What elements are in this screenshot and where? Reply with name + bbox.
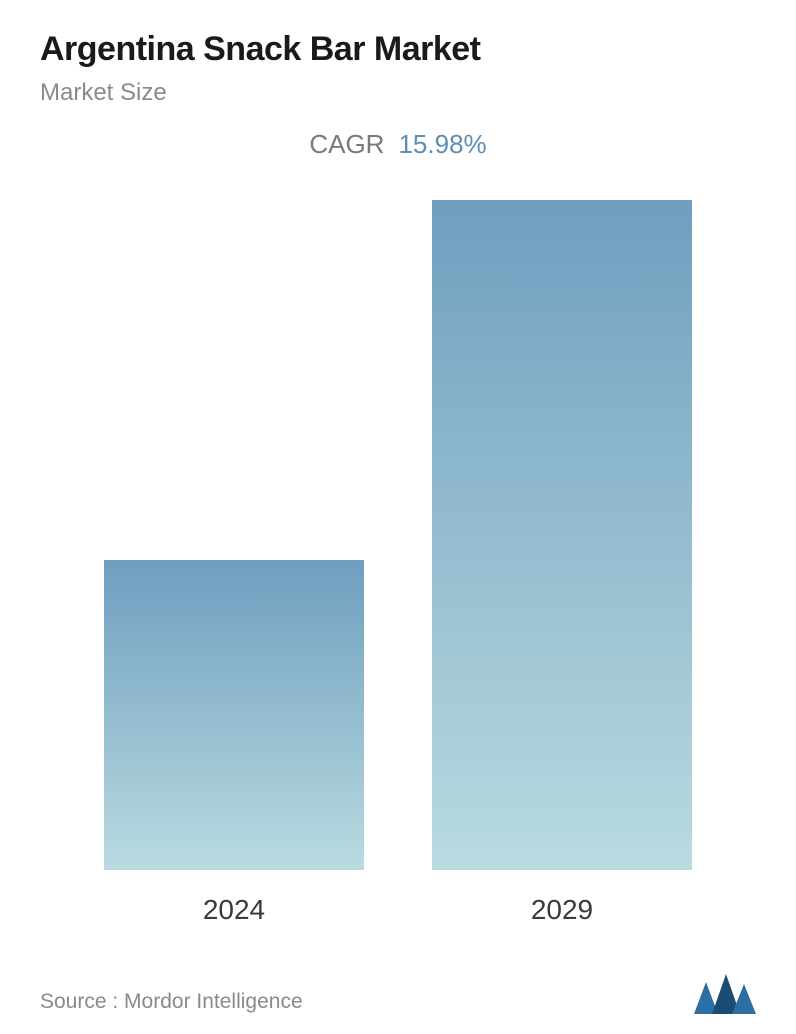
chart-subtitle: Market Size bbox=[40, 79, 756, 107]
bar-2024 bbox=[104, 560, 364, 870]
source-text: Source : Mordor Intelligence bbox=[40, 990, 303, 1014]
bar-chart bbox=[40, 180, 756, 870]
chart-title: Argentina Snack Bar Market bbox=[40, 30, 756, 69]
x-axis-labels: 2024 2029 bbox=[40, 870, 756, 926]
bar-2024-rect bbox=[104, 560, 364, 870]
cagr-row: CAGR 15.98% bbox=[40, 129, 756, 160]
cagr-value: 15.98% bbox=[398, 129, 486, 159]
x-label-0: 2024 bbox=[104, 894, 364, 926]
cagr-label: CAGR bbox=[309, 129, 384, 159]
bar-2029 bbox=[432, 200, 692, 870]
bar-2029-rect bbox=[432, 200, 692, 870]
mordor-logo-icon bbox=[694, 974, 756, 1014]
x-label-1: 2029 bbox=[432, 894, 692, 926]
footer: Source : Mordor Intelligence bbox=[40, 974, 756, 1014]
